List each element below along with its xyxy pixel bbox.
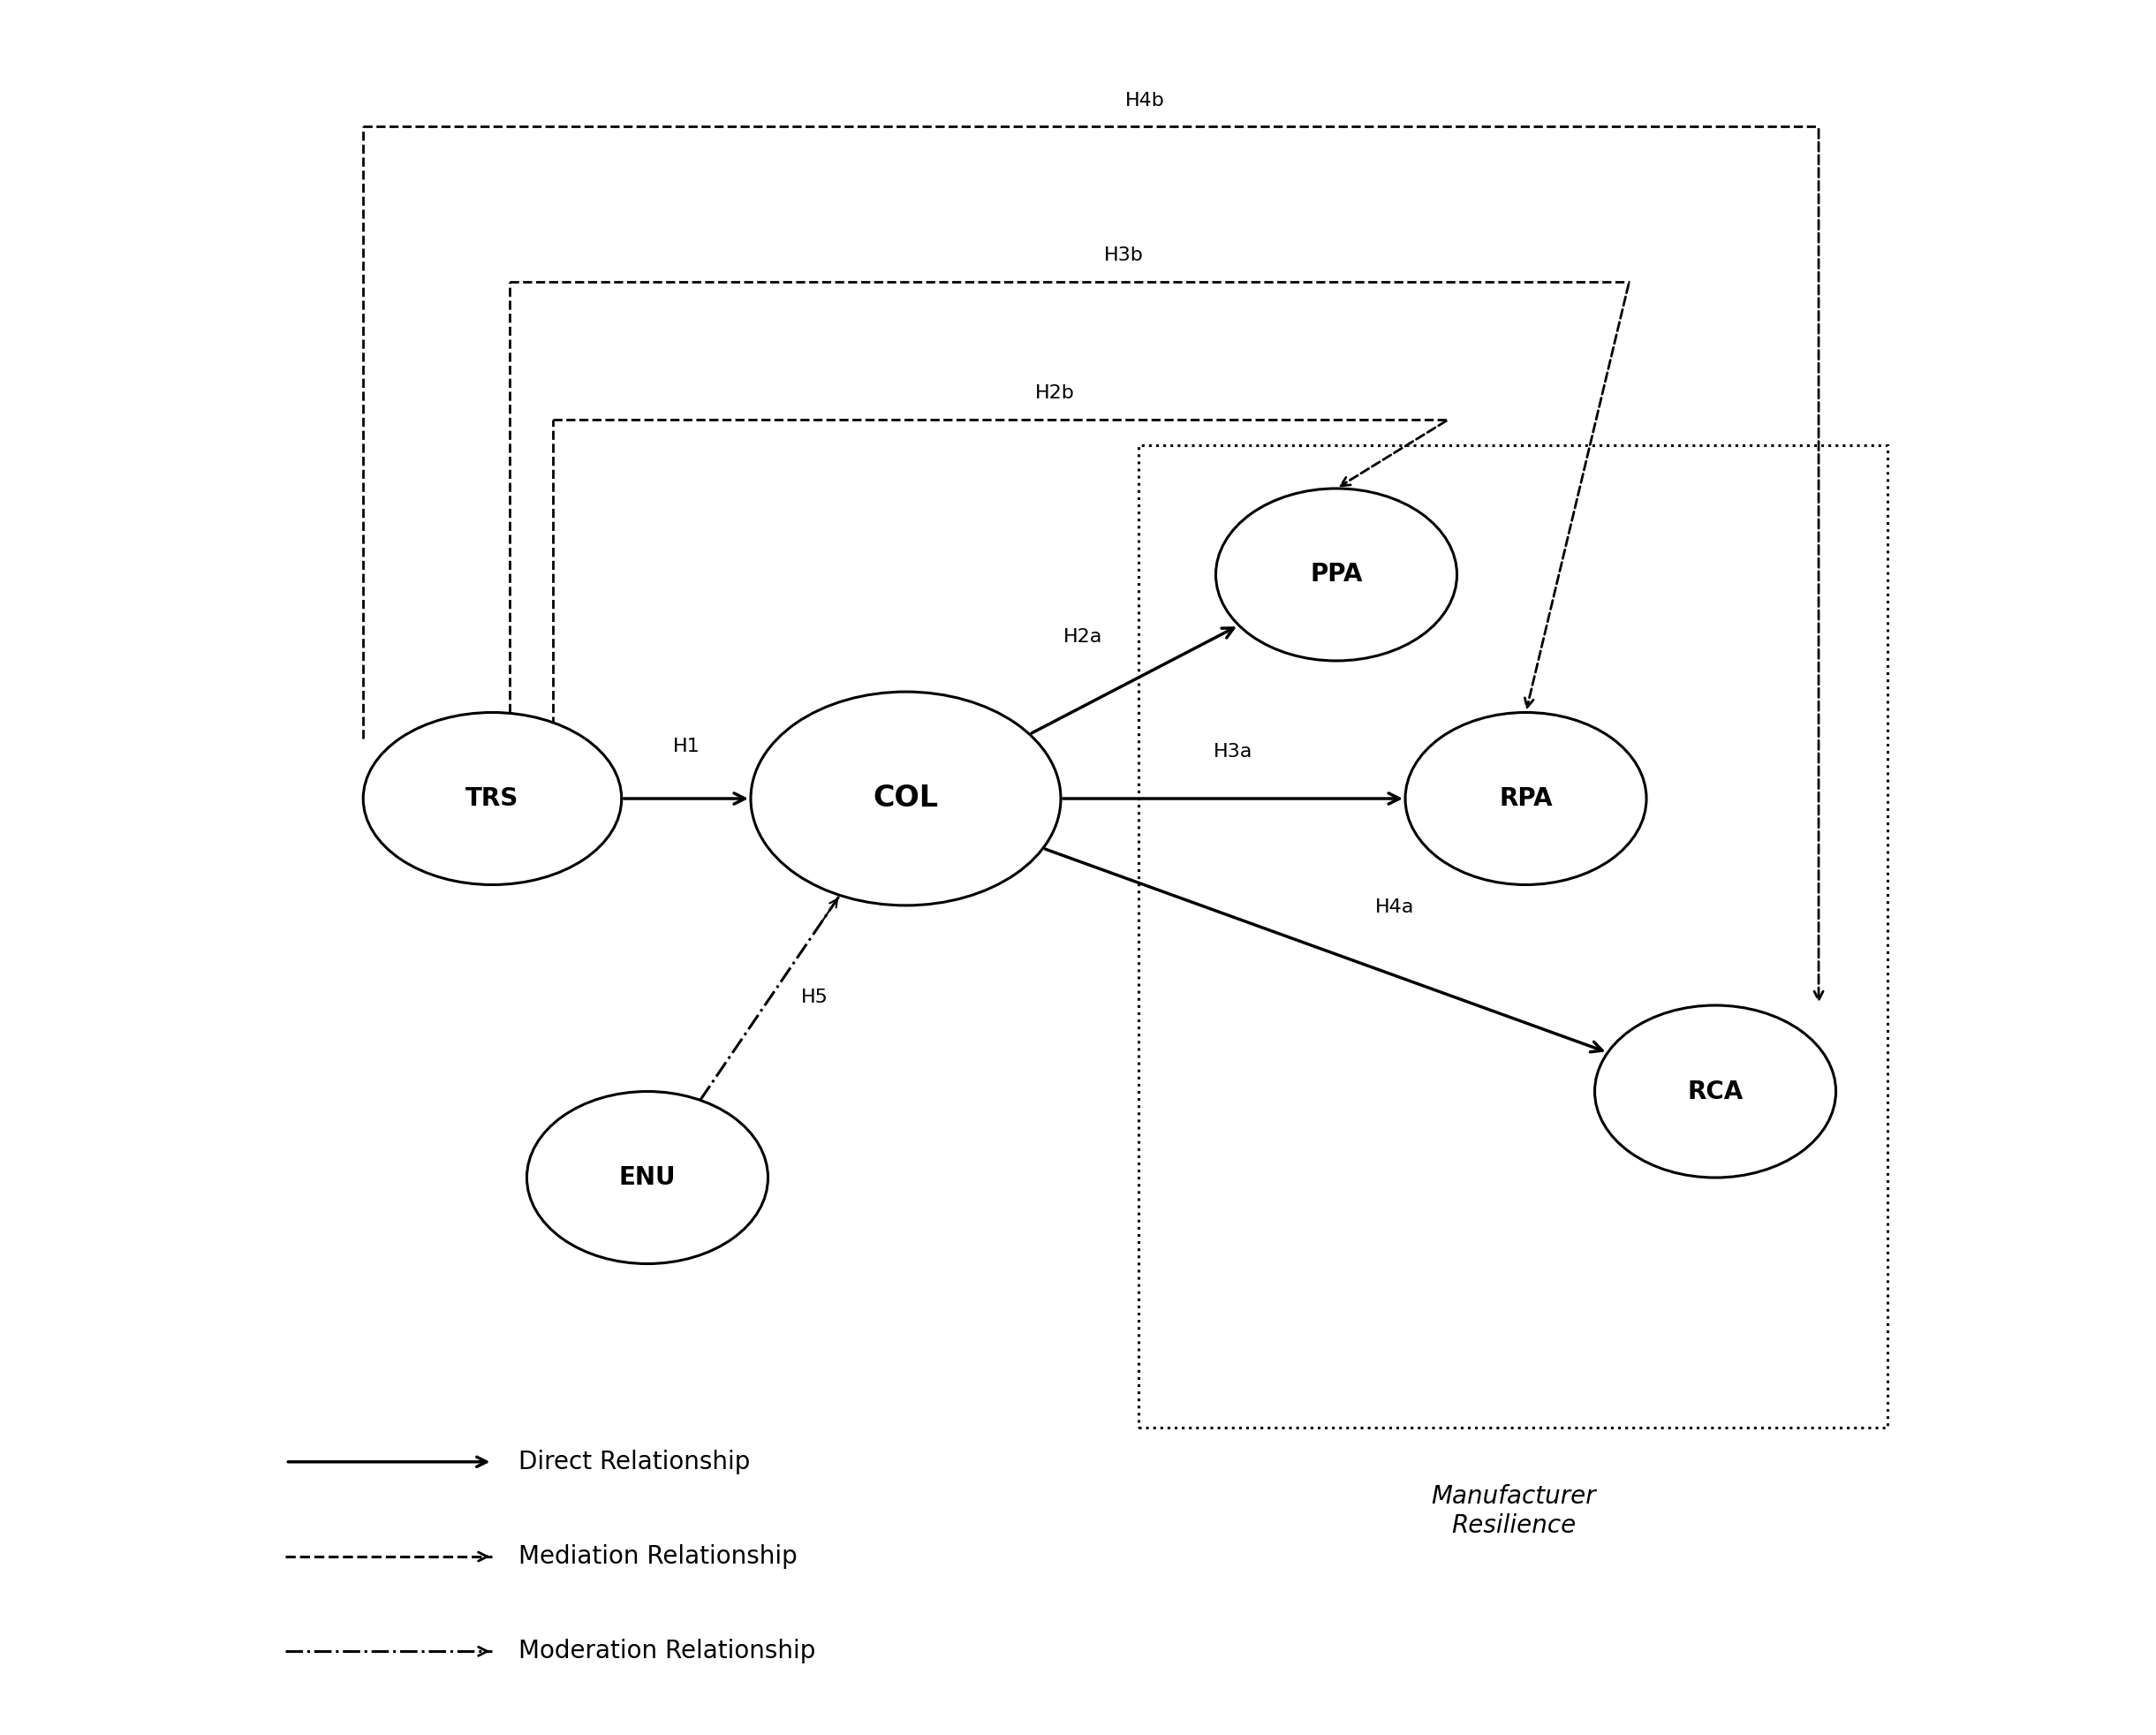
Text: H2b: H2b [1035,385,1074,403]
Text: RCA: RCA [1688,1079,1744,1103]
Ellipse shape [1216,489,1457,661]
Text: H3a: H3a [1214,743,1253,760]
Ellipse shape [526,1091,768,1263]
Text: H3b: H3b [1104,246,1143,264]
Text: H1: H1 [673,737,701,755]
Ellipse shape [362,713,621,885]
Text: COL: COL [873,784,938,814]
Ellipse shape [1406,713,1647,885]
Ellipse shape [750,692,1061,906]
Text: H2a: H2a [1063,628,1102,645]
Bar [1138,446,1886,1428]
Text: Manufacturer
Resilience: Manufacturer Resilience [1432,1483,1595,1537]
Text: TRS: TRS [466,786,520,810]
Text: Mediation Relationship: Mediation Relationship [517,1544,798,1568]
Text: RPA: RPA [1498,786,1552,810]
Text: Direct Relationship: Direct Relationship [517,1449,750,1475]
Text: Moderation Relationship: Moderation Relationship [517,1640,815,1664]
Text: H4b: H4b [1125,92,1164,109]
Text: ENU: ENU [619,1166,675,1190]
Text: H5: H5 [802,989,828,1006]
Text: PPA: PPA [1311,562,1363,586]
Ellipse shape [1595,1005,1837,1178]
Text: H4a: H4a [1376,899,1414,916]
